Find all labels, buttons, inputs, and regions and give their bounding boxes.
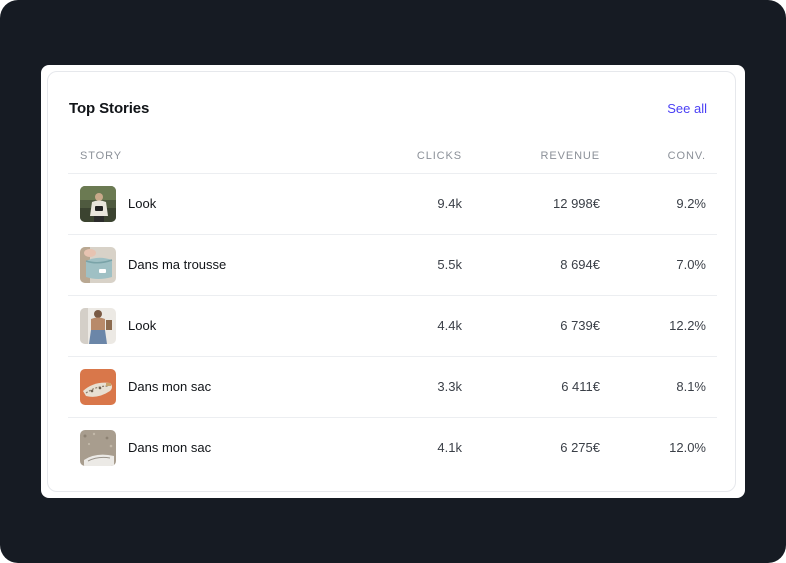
story-thumbnail[interactable] xyxy=(80,430,116,466)
story-title: Look xyxy=(128,196,157,211)
table-header: STORY CLICKS REVENUE CONV. xyxy=(68,142,717,174)
story-title: Dans mon sac xyxy=(128,440,212,455)
person-outdoor-photo-icon xyxy=(80,186,116,222)
clicks-value: 4.1k xyxy=(437,440,462,455)
bag-gravel-photo-icon xyxy=(80,430,116,466)
conversion-value: 8.1% xyxy=(676,379,706,394)
story-title: Dans ma trousse xyxy=(128,257,227,272)
top-stories-card: Top Stories See all STORY CLICKS REVENUE… xyxy=(41,65,745,498)
table-row[interactable]: Dans ma trousse 5.5k 8 694€ 7.0% xyxy=(68,235,717,296)
conversion-value: 12.2% xyxy=(669,318,706,333)
story-thumbnail[interactable] xyxy=(80,308,116,344)
story-thumbnail[interactable] xyxy=(80,247,116,283)
clicks-value: 5.5k xyxy=(437,257,462,272)
column-header-story: STORY xyxy=(80,150,122,162)
conversion-value: 12.0% xyxy=(669,440,706,455)
revenue-value: 6 275€ xyxy=(560,440,600,455)
conversion-value: 9.2% xyxy=(676,196,706,211)
column-header-clicks: CLICKS xyxy=(416,150,462,162)
card-title: Top Stories xyxy=(69,100,150,117)
table-row[interactable]: Dans mon sac 3.3k 6 411€ 8.1% xyxy=(68,357,717,418)
clicks-value: 3.3k xyxy=(437,379,462,394)
revenue-value: 6 411€ xyxy=(561,379,600,394)
revenue-value: 12 998€ xyxy=(553,196,600,211)
story-title: Dans mon sac xyxy=(128,379,212,394)
pouch-photo-icon xyxy=(80,247,116,283)
story-thumbnail[interactable] xyxy=(80,186,116,222)
column-header-conv: CONV. xyxy=(667,150,706,162)
table-row[interactable]: Dans mon sac 4.1k 6 275€ 12.0% xyxy=(68,418,717,479)
person-indoor-photo-icon xyxy=(80,308,116,344)
story-title: Look xyxy=(128,318,157,333)
clicks-value: 9.4k xyxy=(437,196,462,211)
revenue-value: 6 739€ xyxy=(560,318,600,333)
table-row[interactable]: Look 9.4k 12 998€ 9.2% xyxy=(68,174,717,235)
clicks-value: 4.4k xyxy=(437,318,462,333)
column-header-revenue: REVENUE xyxy=(540,150,600,162)
bag-orange-photo-icon xyxy=(80,369,116,405)
top-stories-panel: Top Stories See all STORY CLICKS REVENUE… xyxy=(47,71,736,492)
story-thumbnail[interactable] xyxy=(80,369,116,405)
revenue-value: 8 694€ xyxy=(560,257,600,272)
see-all-link[interactable]: See all xyxy=(667,101,707,116)
table-row[interactable]: Look 4.4k 6 739€ 12.2% xyxy=(68,296,717,357)
conversion-value: 7.0% xyxy=(676,257,706,272)
